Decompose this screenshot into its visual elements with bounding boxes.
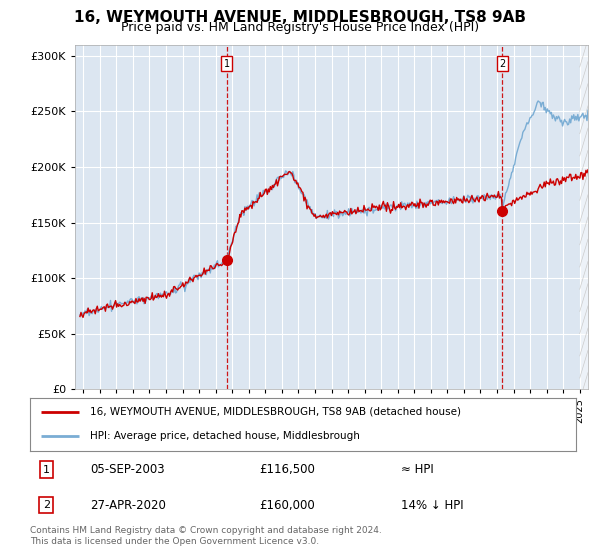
Text: 2: 2 xyxy=(499,59,505,68)
Text: HPI: Average price, detached house, Middlesbrough: HPI: Average price, detached house, Midd… xyxy=(90,431,360,441)
Text: £160,000: £160,000 xyxy=(259,498,315,512)
Text: 1: 1 xyxy=(43,465,50,475)
Text: 27-APR-2020: 27-APR-2020 xyxy=(90,498,166,512)
Text: £116,500: £116,500 xyxy=(259,463,315,476)
Text: ≈ HPI: ≈ HPI xyxy=(401,463,434,476)
Text: 14% ↓ HPI: 14% ↓ HPI xyxy=(401,498,464,512)
Text: 05-SEP-2003: 05-SEP-2003 xyxy=(90,463,164,476)
Text: Price paid vs. HM Land Registry's House Price Index (HPI): Price paid vs. HM Land Registry's House … xyxy=(121,21,479,34)
Text: 16, WEYMOUTH AVENUE, MIDDLESBROUGH, TS8 9AB: 16, WEYMOUTH AVENUE, MIDDLESBROUGH, TS8 … xyxy=(74,10,526,25)
Text: 16, WEYMOUTH AVENUE, MIDDLESBROUGH, TS8 9AB (detached house): 16, WEYMOUTH AVENUE, MIDDLESBROUGH, TS8 … xyxy=(90,407,461,417)
Text: Contains HM Land Registry data © Crown copyright and database right 2024.
This d: Contains HM Land Registry data © Crown c… xyxy=(30,526,382,546)
Text: 1: 1 xyxy=(224,59,230,68)
Text: 2: 2 xyxy=(43,500,50,510)
